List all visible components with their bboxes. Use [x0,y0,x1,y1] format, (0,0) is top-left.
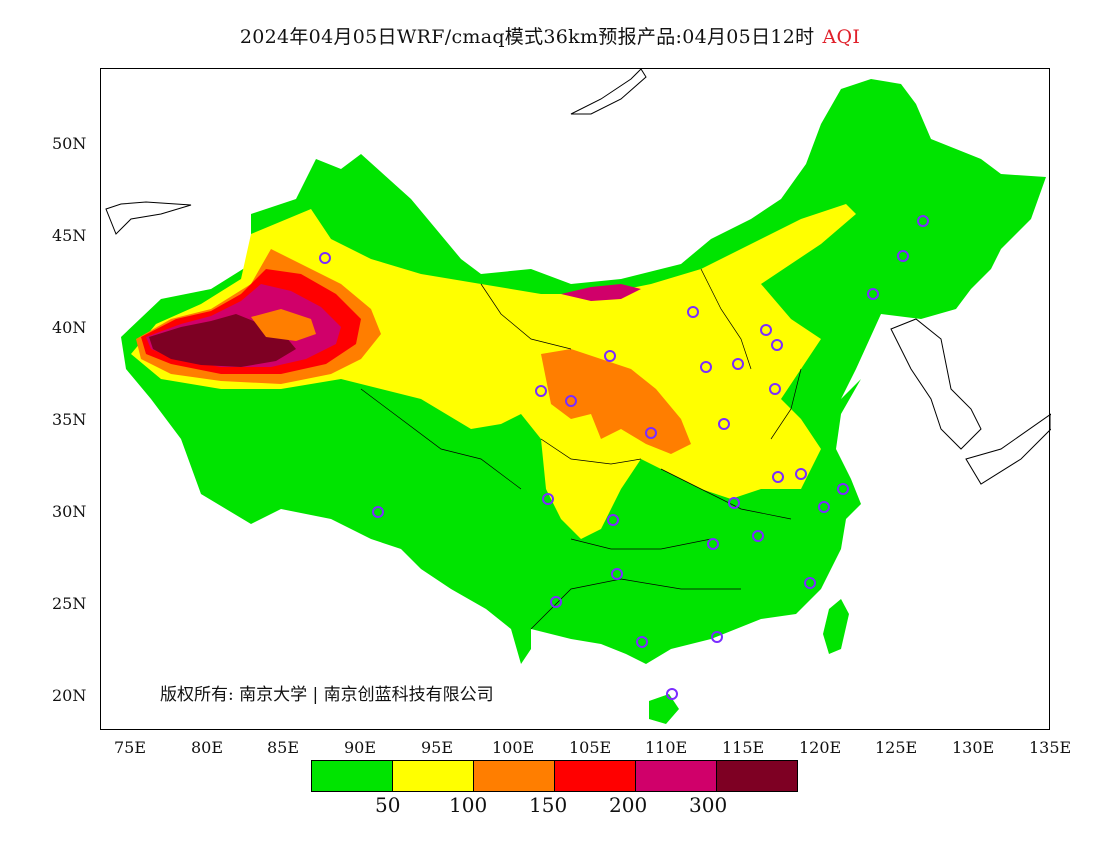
lon-label-120e: 120E [799,738,842,757]
lon-label-90e: 90E [344,738,377,757]
aqi-map [105,68,1052,724]
lon-label-130e: 130E [952,738,995,757]
legend-swatch-good [312,761,393,791]
lon-label-95e: 95E [421,738,454,757]
legend-swatch-very-unhealthy [636,761,717,791]
legend-break-200: 200 [609,793,648,817]
island-hainan [649,694,679,724]
lat-label-40n: 40N [52,318,87,337]
color-legend [311,760,798,792]
lat-label-25n: 25N [52,594,87,613]
legend-break-100: 100 [449,793,488,817]
lon-label-135e: 135E [1029,738,1072,757]
coastline-korea [890,318,982,450]
lon-label-80e: 80E [191,738,224,757]
title-text: 2024年04月05日WRF/cmaq模式36km预报产品:04月05日12时 [239,26,815,48]
lat-label-20n: 20N [52,686,87,705]
legend-break-150: 150 [529,793,568,817]
lat-label-35n: 35N [52,410,87,429]
copyright-text: 版权所有: 南京大学 | 南京创蓝科技有限公司 [160,685,494,705]
lon-label-100e: 100E [492,738,535,757]
map-frame [100,68,1052,730]
region-north-spot [561,284,641,301]
map-title: 2024年04月05日WRF/cmaq模式36km预报产品:04月05日12时 A… [0,22,1100,49]
lon-label-85e: 85E [267,738,300,757]
lat-label-50n: 50N [52,134,87,153]
legend-swatch-moderate [393,761,474,791]
legend-break-50: 50 [375,793,401,817]
lon-label-105e: 105E [569,738,612,757]
legend-swatch-hazardous [717,761,797,791]
lat-label-30n: 30N [52,502,87,521]
legend-break-300: 300 [689,793,728,817]
coastline-caspian [105,201,192,235]
legend-swatch-unhealthy [555,761,636,791]
legend-swatch-usg [474,761,555,791]
island-taiwan [823,599,849,654]
lon-label-110e: 110E [645,738,688,757]
province-boundaries [360,268,802,630]
title-variable: AQI [822,26,861,48]
coastline-baikal [570,68,647,115]
lon-label-75e: 75E [114,738,147,757]
station-markers [319,215,929,700]
region-usg-west-inner [251,309,316,341]
lon-label-115e: 115E [722,738,765,757]
lat-label-45n: 45N [52,226,87,245]
lon-label-125e: 125E [875,738,918,757]
